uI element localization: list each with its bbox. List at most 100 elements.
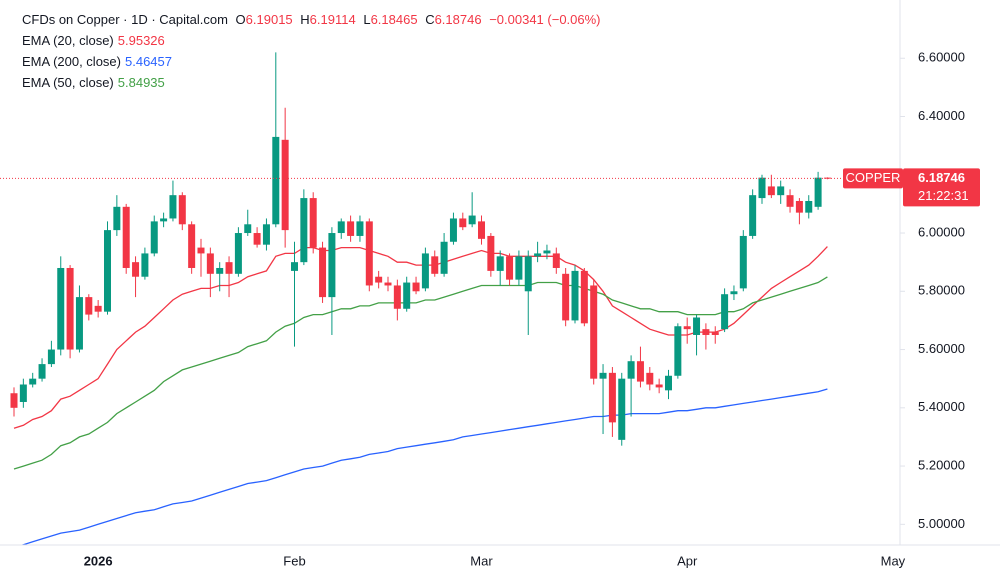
x-tick-label: Apr [677,553,698,568]
candle-body [160,218,168,222]
candle-body [590,285,598,379]
y-tick-label: 5.60000 [918,341,965,356]
candle-body [365,221,373,286]
indicator-row: EMA (200, close) 5.46457 [22,51,605,72]
candle-body [702,329,710,335]
candle-body [795,200,803,213]
candle-body [421,253,429,289]
ohlc-value: 6.18746 [434,12,482,27]
price-tag-bg [903,168,980,207]
candle-body [449,218,457,242]
x-tick-label: Mar [470,553,493,568]
ohlc-row: CFDs on Copper · 1D · Capital.com O6.190… [22,9,605,30]
ema-line [20,388,828,545]
candle-body [178,195,186,225]
indicator-value: 5.84935 [117,75,165,90]
indicator-row: EMA (20, close) 5.95326 [22,30,605,51]
candle-body [328,233,336,298]
candle-body [94,305,102,312]
candle-body [739,235,747,289]
ohlc-value: 6.19015 [245,12,293,27]
candle-body [253,233,261,245]
indicator-name: EMA (200, close) [22,54,121,69]
candle-body [599,372,607,379]
candle-body [234,233,242,274]
symbol-tag-bg [843,168,903,189]
candle-body [291,262,298,271]
candle-body [384,282,392,286]
ohlc-label: C [425,12,435,27]
indicator-value: 5.46457 [125,54,172,69]
symbol-tag: COPPER [846,170,901,185]
candle-body [169,195,177,219]
candle-body [515,256,523,280]
y-tick-label: 6.40000 [918,108,965,123]
candle-body [749,195,757,236]
indicator-name: EMA (50, close) [22,75,114,90]
ema-line [13,276,828,470]
candle-body [767,186,775,196]
candle-body [431,256,439,274]
candle-body [524,256,532,292]
ohlc-label: O [235,12,246,27]
candle-body [85,297,93,315]
candle-body [57,267,65,350]
candle-body [47,349,55,365]
candle-body [823,177,831,179]
candle-body [571,270,579,321]
candle-body [347,221,355,236]
countdown: 21:22:31 [918,188,969,203]
candle-body [132,262,140,277]
ohlc-value: 6.19114 [309,12,356,27]
candle-body [552,253,560,268]
candle-body [281,139,289,231]
ohlc-value: 6.18465 [370,12,418,27]
candle-body [496,256,504,271]
candle-body [104,230,111,312]
candle-body [468,215,476,225]
candle-body [150,221,158,254]
candle-body [309,198,317,248]
candle-body [75,297,83,350]
candle-body [29,378,37,385]
candle-body [262,224,270,245]
ema-line [13,246,828,429]
y-tick-label: 5.80000 [918,283,965,298]
candle-body [393,285,401,309]
candle-body [618,378,626,440]
plot-area [10,52,831,545]
candle-body [122,206,130,268]
y-tick-label: 6.60000 [918,50,965,65]
change: −0.00341 (−0.06%) [489,12,601,27]
candle-body [244,224,252,234]
indicator-legend: EMA (20, close) 5.95326 EMA (200, close) 5.… [22,30,605,93]
candle-body [777,186,785,196]
candle-body [646,372,654,385]
y-tick-label: 5.20000 [918,457,965,472]
candle-body [38,364,46,379]
candle-body [412,282,420,292]
price-tag: 6.18746 [918,170,965,185]
candle-body [580,270,588,324]
candle-body [534,253,542,257]
ohlc-label: L [363,12,371,27]
candle-body [693,317,701,335]
candle-body [113,206,121,231]
candle-body [655,384,663,388]
candle-body [627,361,635,379]
candle-body [608,372,616,423]
candle-body [375,276,383,283]
indicator-name: EMA (20, close) [22,33,114,48]
candle-body [730,291,738,295]
legend: CFDs on Copper · 1D · Capital.com O6.190… [22,9,605,93]
candle-body [683,326,691,330]
candle-body [188,224,196,268]
indicator-value: 5.95326 [117,33,165,48]
candle-body [216,267,224,274]
candle-body [10,393,18,408]
candle-body [805,200,813,213]
candle-body [459,218,467,228]
candle-body [356,221,364,236]
